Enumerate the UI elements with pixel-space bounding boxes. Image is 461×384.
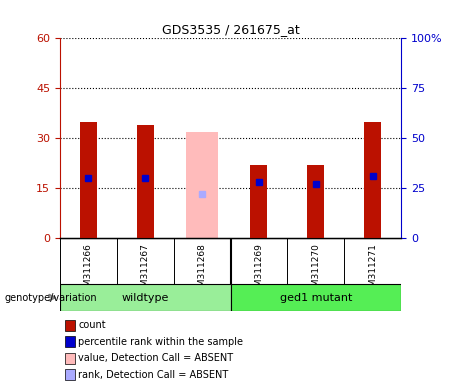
Text: wildtype: wildtype: [122, 293, 169, 303]
Text: GSM311266: GSM311266: [84, 243, 93, 298]
Text: GSM311267: GSM311267: [141, 243, 150, 298]
Text: count: count: [78, 320, 106, 330]
Text: percentile rank within the sample: percentile rank within the sample: [78, 337, 243, 347]
Text: rank, Detection Call = ABSENT: rank, Detection Call = ABSENT: [78, 370, 229, 380]
Text: GSM311270: GSM311270: [311, 243, 320, 298]
Text: GSM311271: GSM311271: [368, 243, 377, 298]
Bar: [250, 165, 267, 238]
Bar: [364, 122, 381, 238]
Title: GDS3535 / 261675_at: GDS3535 / 261675_at: [162, 23, 299, 36]
Text: GSM311268: GSM311268: [198, 243, 207, 298]
Bar: [307, 165, 324, 238]
Bar: [60, 284, 230, 311]
Text: ged1 mutant: ged1 mutant: [280, 293, 352, 303]
Bar: [136, 125, 154, 238]
Bar: [80, 122, 97, 238]
Text: GSM311269: GSM311269: [254, 243, 263, 298]
Text: genotype/variation: genotype/variation: [5, 293, 97, 303]
Bar: [186, 132, 218, 238]
Bar: [230, 284, 401, 311]
Text: value, Detection Call = ABSENT: value, Detection Call = ABSENT: [78, 353, 233, 363]
